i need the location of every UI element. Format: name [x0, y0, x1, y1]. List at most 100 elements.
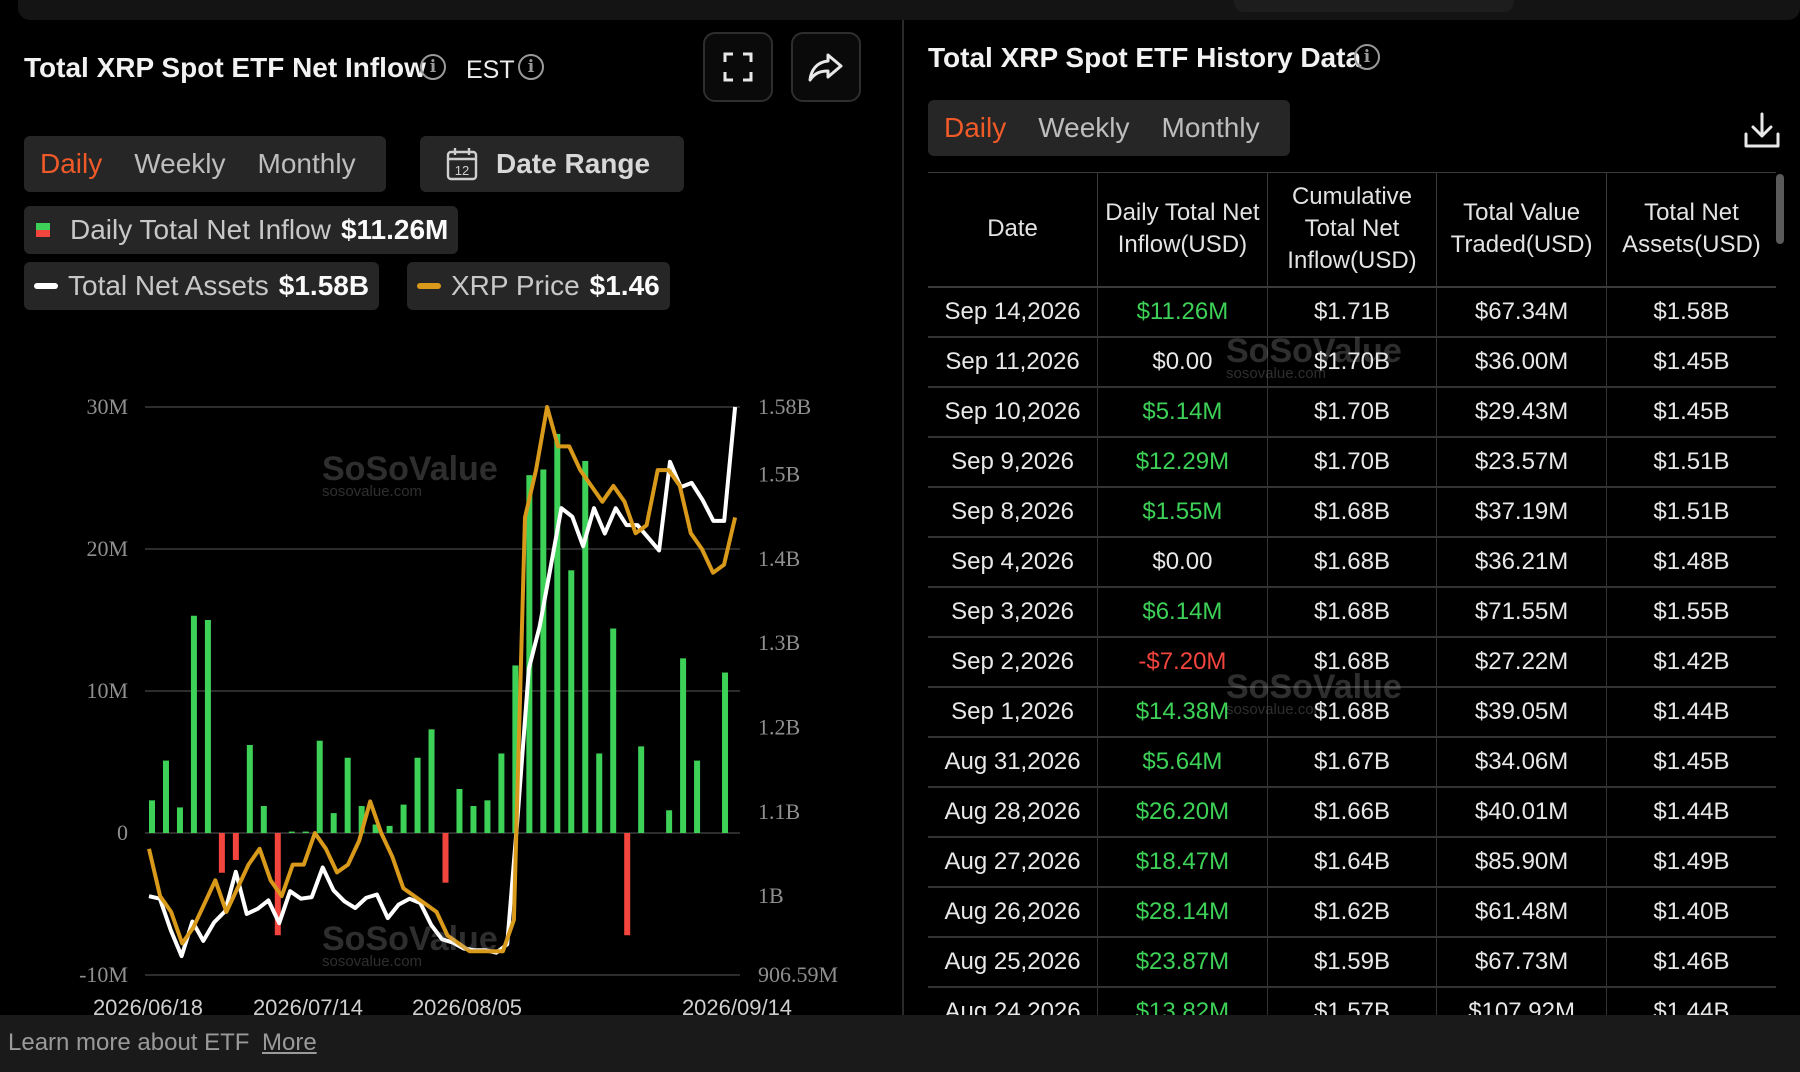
date-range-label: Date Range: [496, 148, 651, 179]
cell-net-assets: $1.51B: [1606, 436, 1776, 488]
cell-daily-inflow: $0.00: [1097, 336, 1268, 388]
col-daily-inflow[interactable]: Daily Total Net Inflow(USD): [1097, 172, 1268, 288]
cell-daily-inflow: $13.82M: [1097, 986, 1268, 1015]
cell-date: Aug 24,2026: [928, 986, 1099, 1015]
table-row[interactable]: Aug 27,2026 $18.47M $1.64B $85.90M $1.49B: [928, 836, 1776, 888]
legend-daily-inflow[interactable]: Daily Total Net Inflow $11.26M: [24, 206, 459, 254]
inflow-bar: [540, 469, 547, 833]
col-value-traded[interactable]: Total Value Traded(USD): [1436, 172, 1607, 288]
table-row[interactable]: Sep 3,2026 $6.14M $1.68B $71.55M $1.55B: [928, 586, 1776, 638]
history-period-daily[interactable]: Daily: [944, 112, 1007, 143]
top-tab[interactable]: [1234, 0, 1514, 12]
history-period-weekly[interactable]: Weekly: [1038, 112, 1130, 143]
cell-net-assets: $1.40B: [1606, 886, 1776, 938]
history-info-icon[interactable]: i: [1354, 44, 1380, 70]
info-icon[interactable]: i: [420, 54, 446, 80]
inflow-bar: [638, 746, 645, 833]
table-row[interactable]: Sep 10,2026 $5.14M $1.70B $29.43M $1.45B: [928, 386, 1776, 438]
table-row[interactable]: Sep 14,2026 $11.26M $1.71B $67.34M $1.58B: [928, 286, 1776, 338]
table-row[interactable]: Sep 2,2026 -$7.20M $1.68B $27.22M $1.42B: [928, 636, 1776, 688]
right-axis-tick: 1.2B: [758, 715, 800, 740]
date-range-button[interactable]: 12 Date Range: [420, 136, 684, 192]
table-row[interactable]: Aug 28,2026 $26.20M $1.66B $40.01M $1.44B: [928, 786, 1776, 838]
chart-title: Total XRP Spot ETF Net Inflow: [24, 52, 426, 83]
table-watermark-name: SoSoValue: [1226, 332, 1402, 370]
cell-net-assets: $1.45B: [1606, 336, 1776, 388]
inflow-bar: [218, 833, 225, 873]
watermark-name: SoSoValue: [322, 450, 498, 488]
inflow-bar: [414, 757, 421, 833]
cell-date: Sep 8,2026: [928, 486, 1099, 538]
legend-price-label: XRP Price: [451, 270, 580, 301]
download-icon[interactable]: [1742, 110, 1782, 150]
inflow-bar: [680, 658, 687, 833]
cell-daily-inflow: $26.20M: [1097, 786, 1268, 838]
cell-cumulative-inflow: $1.70B: [1267, 436, 1438, 488]
inflow-bar: [358, 806, 365, 833]
inflow-legend-swatch: [36, 223, 50, 237]
history-table: Date Daily Total Net Inflow(USD) Cumulat…: [928, 172, 1776, 1015]
share-button[interactable]: [791, 32, 861, 102]
cell-date: Aug 27,2026: [928, 836, 1099, 888]
cell-daily-inflow: $0.00: [1097, 536, 1268, 588]
table-row[interactable]: Sep 4,2026 $0.00 $1.68B $36.21M $1.48B: [928, 536, 1776, 588]
inflow-bar: [232, 833, 239, 860]
right-axis-tick: 1.58B: [758, 394, 811, 419]
table-watermark-name-2: SoSoValue: [1226, 668, 1402, 706]
period-monthly[interactable]: Monthly: [257, 148, 356, 179]
cell-net-assets: $1.45B: [1606, 736, 1776, 788]
left-axis-tick: 0: [117, 820, 128, 845]
table-row[interactable]: Sep 8,2026 $1.55M $1.68B $37.19M $1.51B: [928, 486, 1776, 538]
cell-daily-inflow: $18.47M: [1097, 836, 1268, 888]
cell-value-traded: $39.05M: [1436, 686, 1607, 738]
col-net-assets[interactable]: Total Net Assets(USD): [1606, 172, 1776, 288]
footer-bar: Learn more about ETF More: [0, 1015, 1800, 1072]
cell-daily-inflow: $1.55M: [1097, 486, 1268, 538]
inflow-bar: [274, 833, 281, 936]
inflow-bar: [666, 810, 673, 833]
table-row[interactable]: Sep 1,2026 $14.38M $1.68B $39.05M $1.44B: [928, 686, 1776, 738]
chart-watermark-2: SoSoValue sosovalue.com: [322, 920, 498, 970]
panel-divider: [902, 20, 904, 1015]
history-clip: Total XRP Spot ETF History Data i Daily …: [920, 20, 1800, 1015]
table-row[interactable]: Aug 25,2026 $23.87M $1.59B $67.73M $1.46B: [928, 936, 1776, 988]
legend-net-assets[interactable]: Total Net Assets $1.58B: [24, 262, 380, 310]
right-axis-tick: 1.3B: [758, 630, 800, 655]
chart-watermark: SoSoValue sosovalue.com: [322, 450, 498, 500]
inflow-bar: [372, 824, 379, 833]
cell-date: Sep 9,2026: [928, 436, 1099, 488]
legend-xrp-price[interactable]: XRP Price $1.46: [407, 262, 670, 310]
table-row[interactable]: Sep 11,2026 $0.00 $1.70B $36.00M $1.45B: [928, 336, 1776, 388]
left-axis-tick: -10M: [79, 962, 128, 987]
period-daily[interactable]: Daily: [40, 148, 103, 179]
table-row[interactable]: Aug 24,2026 $13.82M $1.57B $107.92M $1.44B: [928, 986, 1776, 1015]
cell-daily-inflow: $11.26M: [1097, 286, 1268, 338]
footer-text: Learn more about ETF: [8, 1029, 250, 1056]
inflow-bar: [246, 744, 253, 833]
history-header-row: Date Daily Total Net Inflow(USD) Cumulat…: [928, 172, 1776, 288]
table-row[interactable]: Sep 9,2026 $12.29M $1.70B $23.57M $1.51B: [928, 436, 1776, 488]
inflow-bar: [149, 800, 155, 833]
fullscreen-icon: [723, 52, 753, 82]
history-period-monthly[interactable]: Monthly: [1161, 112, 1260, 143]
period-weekly[interactable]: Weekly: [134, 148, 226, 179]
cell-daily-inflow: $5.64M: [1097, 736, 1268, 788]
footer-more-link[interactable]: More: [262, 1029, 317, 1056]
inflow-bar: [344, 757, 351, 833]
col-cumulative-inflow[interactable]: Cumulative Total Net Inflow(USD): [1267, 172, 1438, 288]
cell-value-traded: $36.21M: [1436, 536, 1607, 588]
col-date[interactable]: Date: [928, 172, 1099, 288]
cell-value-traded: $23.57M: [1436, 436, 1607, 488]
fullscreen-button[interactable]: [703, 32, 773, 102]
table-scrollbar[interactable]: [1776, 174, 1784, 244]
table-row[interactable]: Aug 31,2026 $5.64M $1.67B $34.06M $1.45B: [928, 736, 1776, 788]
cell-date: Sep 4,2026: [928, 536, 1099, 588]
cell-cumulative-inflow: $1.70B: [1267, 386, 1438, 438]
table-row[interactable]: Aug 26,2026 $28.14M $1.62B $61.48M $1.40B: [928, 886, 1776, 938]
timezone-info-icon[interactable]: i: [518, 54, 544, 80]
cell-date: Sep 11,2026: [928, 336, 1099, 388]
cell-net-assets: $1.48B: [1606, 536, 1776, 588]
watermark-domain-2: sosovalue.com: [322, 953, 423, 970]
cell-date: Aug 28,2026: [928, 786, 1099, 838]
cell-value-traded: $36.00M: [1436, 336, 1607, 388]
